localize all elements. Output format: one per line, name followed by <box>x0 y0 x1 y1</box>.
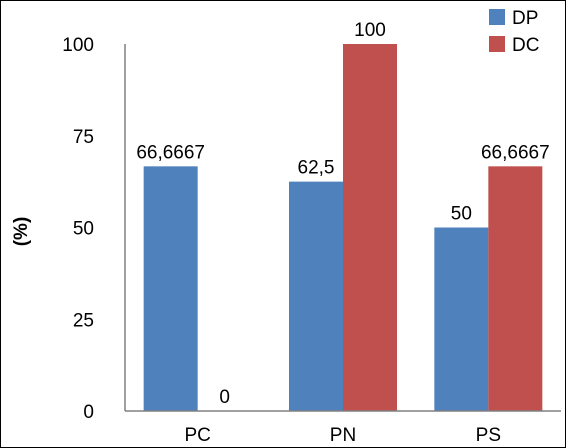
y-tick-label-75: 75 <box>73 127 94 148</box>
data-label-dc-ps: 66,6667 <box>481 142 550 163</box>
y-axis-title: (%) <box>11 217 32 247</box>
legend-swatch-dc <box>489 36 505 52</box>
bar-dc-ps <box>488 166 543 411</box>
legend-label-dp: DP <box>512 8 538 29</box>
y-tick-label-50: 50 <box>73 219 94 240</box>
legend: DP DC <box>489 8 539 56</box>
legend-label-dc: DC <box>512 35 539 56</box>
x-category-label-pc: PC <box>184 425 210 446</box>
bar-dp-ps <box>434 227 489 411</box>
data-label-dp-pn: 62,5 <box>298 158 335 179</box>
data-label-dc-pn: 100 <box>354 20 386 41</box>
bar-dp-pc <box>143 166 198 411</box>
data-label-dc-pc: 0 <box>219 387 230 408</box>
y-tick-label-100: 100 <box>62 35 94 56</box>
data-label-dp-pc: 66,6667 <box>136 142 205 163</box>
bar-dc-pn <box>343 44 397 411</box>
x-category-label-pn: PN <box>330 425 356 446</box>
x-category-label-ps: PS <box>476 425 501 446</box>
y-tick-label-25: 25 <box>73 310 94 331</box>
data-label-dp-ps: 50 <box>451 204 472 225</box>
y-tick-label-0: 0 <box>83 402 94 423</box>
bar-dp-pn <box>289 181 343 411</box>
legend-swatch-dp <box>489 9 505 25</box>
